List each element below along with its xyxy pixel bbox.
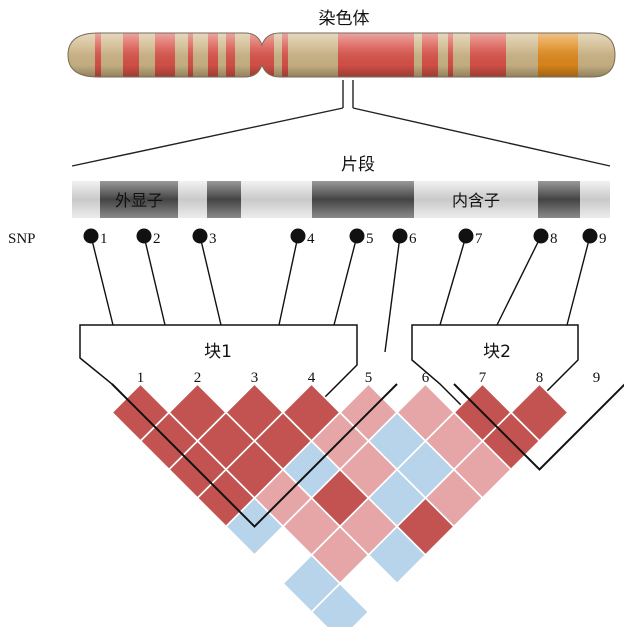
snp-number: 9 (599, 231, 607, 247)
ld-index-label: 4 (308, 370, 316, 386)
ld-matrix (110, 382, 624, 627)
snp-connectors (90, 235, 591, 353)
snp-label: SNP (8, 231, 36, 247)
ld-index-label: 3 (251, 370, 259, 386)
segment-region-2 (207, 181, 241, 218)
segment-region-3 (312, 181, 414, 218)
ld-index-labels: 1 2 3 4 5 6 7 8 9 (137, 370, 601, 386)
chromosome-label: 染色体 (319, 9, 370, 29)
block-1-label: 块1 (204, 342, 232, 362)
segment-bar: 外显子 内含子 (72, 181, 610, 218)
snp-connector (143, 235, 166, 326)
block-2-label: 块2 (483, 342, 511, 362)
segment-label: 片段 (341, 155, 375, 175)
snp-connector (439, 235, 467, 326)
snp-number: 4 (307, 231, 315, 247)
snp-connector (90, 235, 114, 326)
segment-region-5 (538, 181, 580, 218)
snp-marker: 6 (392, 228, 417, 247)
snp-number: 1 (100, 231, 108, 247)
snp-marker: 2 (136, 228, 161, 247)
snp-number: 2 (153, 231, 161, 247)
snp-connector (278, 235, 299, 326)
snp-connector (199, 235, 222, 326)
ld-index-label: 5 (365, 370, 373, 386)
snp-marker: 7 (458, 228, 483, 247)
chromosome (68, 33, 615, 77)
snp-connector (333, 235, 358, 326)
ld-index-label: 8 (536, 370, 544, 386)
ld-cell (310, 582, 370, 627)
segment-region-exon (100, 181, 178, 218)
snp-marker: 5 (349, 228, 374, 247)
snp-marker: 3 (192, 228, 217, 247)
intron-label: 内含子 (452, 191, 500, 210)
snp-connector (384, 235, 401, 353)
snp-marker: 4 (290, 228, 315, 247)
snp-number: 7 (475, 231, 483, 247)
ld-index-label: 9 (593, 370, 601, 386)
snp-number: 3 (209, 231, 217, 247)
snp-number: 8 (550, 231, 558, 247)
snp-marker: 1 (83, 228, 108, 247)
snp-markers: 1 2 3 4 5 6 7 8 9 (83, 228, 607, 247)
ld-index-label: 7 (479, 370, 487, 386)
block-outline (453, 383, 624, 471)
snp-connector (496, 235, 542, 326)
ld-index-label: 2 (194, 370, 202, 386)
ld-index-label: 6 (422, 370, 430, 386)
snp-number: 5 (366, 231, 374, 247)
snp-marker: 9 (582, 228, 607, 247)
snp-number: 6 (409, 231, 417, 247)
snp-connector (566, 235, 591, 326)
zoom-lines (71, 80, 611, 167)
ld-index-label: 1 (137, 370, 145, 386)
block-outline (111, 383, 398, 528)
exon-label: 外显子 (115, 191, 163, 210)
